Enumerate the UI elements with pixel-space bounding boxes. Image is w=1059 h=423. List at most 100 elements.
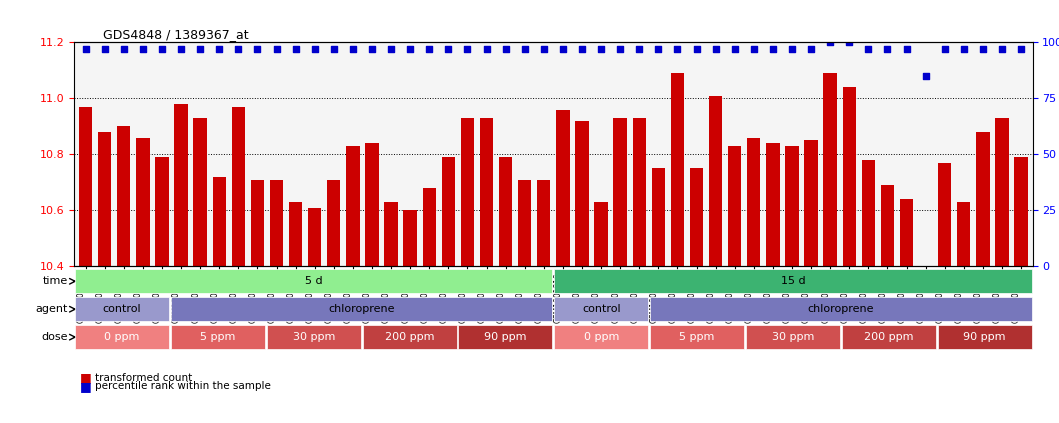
Bar: [75, 325, 169, 349]
Bar: [518, 180, 532, 266]
Bar: [805, 140, 818, 266]
Point: [574, 46, 591, 52]
Point: [154, 46, 170, 52]
Text: 0 ppm: 0 ppm: [105, 332, 140, 342]
Text: ■: ■: [79, 380, 91, 393]
Bar: [862, 160, 875, 266]
Bar: [480, 118, 493, 266]
Point: [287, 46, 304, 52]
Bar: [575, 121, 589, 266]
Point: [784, 46, 801, 52]
Bar: [881, 185, 894, 266]
Text: 5 ppm: 5 ppm: [200, 332, 235, 342]
Point: [401, 46, 418, 52]
Bar: [708, 96, 722, 266]
Bar: [613, 118, 627, 266]
Bar: [346, 146, 360, 266]
Bar: [442, 157, 455, 266]
Bar: [75, 269, 553, 293]
Bar: [75, 297, 169, 321]
Point: [974, 46, 991, 52]
Bar: [118, 126, 130, 266]
Point: [344, 46, 361, 52]
Text: 5 ppm: 5 ppm: [680, 332, 715, 342]
Point: [993, 46, 1010, 52]
Bar: [289, 202, 302, 266]
Bar: [937, 325, 1031, 349]
Text: 90 ppm: 90 ppm: [964, 332, 1006, 342]
Text: percentile rank within the sample: percentile rank within the sample: [95, 381, 271, 391]
Bar: [423, 188, 436, 266]
Point: [746, 46, 762, 52]
Text: dose: dose: [41, 332, 68, 342]
Bar: [650, 325, 744, 349]
Bar: [554, 325, 648, 349]
Bar: [957, 202, 970, 266]
Point: [707, 46, 724, 52]
Bar: [1015, 157, 1027, 266]
Point: [173, 46, 190, 52]
Point: [96, 46, 113, 52]
Bar: [270, 180, 283, 266]
Text: control: control: [582, 304, 621, 314]
Bar: [594, 202, 608, 266]
Text: ■: ■: [79, 371, 91, 384]
Bar: [251, 180, 264, 266]
Point: [612, 46, 629, 52]
Text: chloroprene: chloroprene: [328, 304, 395, 314]
Point: [593, 46, 610, 52]
Bar: [843, 87, 856, 266]
Bar: [670, 73, 684, 266]
Point: [917, 72, 934, 79]
Bar: [365, 143, 379, 266]
Bar: [938, 163, 951, 266]
Point: [459, 46, 475, 52]
Bar: [194, 118, 207, 266]
Point: [230, 46, 247, 52]
Bar: [651, 168, 665, 266]
Point: [726, 46, 743, 52]
Bar: [976, 132, 989, 266]
Bar: [556, 110, 570, 266]
Bar: [175, 104, 187, 266]
Bar: [156, 157, 168, 266]
Bar: [79, 107, 92, 266]
Bar: [308, 208, 321, 266]
Bar: [824, 73, 837, 266]
Point: [535, 46, 552, 52]
Bar: [747, 137, 760, 266]
Text: control: control: [103, 304, 141, 314]
Point: [363, 46, 380, 52]
Bar: [459, 325, 553, 349]
Point: [669, 46, 686, 52]
Bar: [554, 269, 1031, 293]
Bar: [919, 266, 932, 314]
Text: GDS4848 / 1389367_at: GDS4848 / 1389367_at: [103, 28, 249, 41]
Point: [555, 46, 572, 52]
Bar: [650, 297, 1031, 321]
Text: 15 d: 15 d: [780, 276, 805, 286]
Bar: [137, 137, 149, 266]
Point: [1012, 46, 1029, 52]
Bar: [786, 146, 798, 266]
Bar: [232, 107, 245, 266]
Point: [860, 46, 877, 52]
Text: transformed count: transformed count: [95, 373, 193, 383]
Bar: [767, 143, 779, 266]
Bar: [499, 157, 513, 266]
Text: 90 ppm: 90 ppm: [484, 332, 526, 342]
Point: [650, 46, 667, 52]
Point: [420, 46, 437, 52]
Bar: [213, 177, 226, 266]
Point: [688, 46, 705, 52]
Bar: [362, 325, 456, 349]
Point: [478, 46, 495, 52]
Point: [211, 46, 228, 52]
Bar: [689, 168, 703, 266]
Point: [439, 46, 456, 52]
Bar: [170, 297, 553, 321]
Point: [134, 46, 151, 52]
Bar: [384, 202, 398, 266]
Bar: [403, 210, 417, 266]
Bar: [632, 118, 646, 266]
